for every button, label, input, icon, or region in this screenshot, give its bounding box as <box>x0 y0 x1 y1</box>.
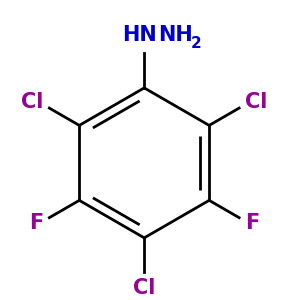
Text: Cl: Cl <box>21 92 44 112</box>
Text: F: F <box>29 213 44 233</box>
Text: Cl: Cl <box>245 92 267 112</box>
Text: F: F <box>245 213 259 233</box>
Text: Cl: Cl <box>133 278 155 298</box>
Text: NH: NH <box>159 25 193 45</box>
Text: 2: 2 <box>191 36 202 51</box>
Text: HN: HN <box>122 25 157 45</box>
